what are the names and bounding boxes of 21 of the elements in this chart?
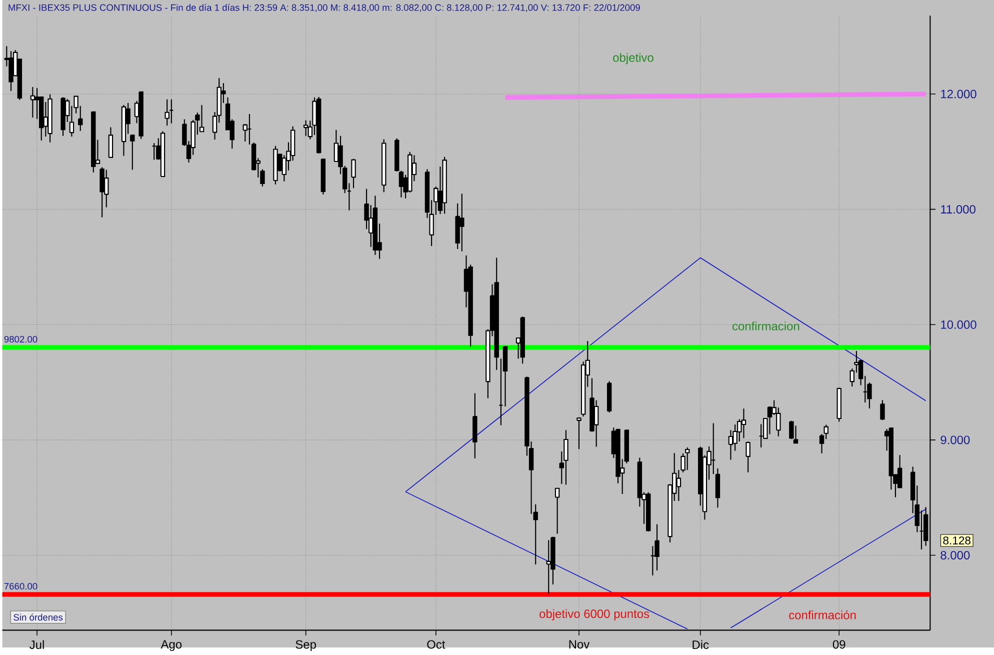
x-tick-label: 09 bbox=[832, 640, 846, 648]
annotation: objetivo 6000 puntos bbox=[540, 609, 650, 620]
x-tick-label: Sep bbox=[296, 640, 316, 651]
annotation: 9802.00 bbox=[4, 336, 38, 342]
x-tick-label: Dic bbox=[692, 640, 709, 649]
annotation: 7660.00 bbox=[4, 582, 38, 590]
annotation: objetivo bbox=[613, 52, 654, 64]
y-tick-label: 12.000 bbox=[941, 90, 976, 98]
x-tick-label: Jul bbox=[30, 640, 44, 649]
x-tick-label: Oct bbox=[427, 640, 446, 648]
annotation: confirmacion bbox=[732, 321, 800, 330]
y-tick-label: 9.000 bbox=[940, 435, 970, 444]
y-tick-label: 11.000 bbox=[941, 204, 976, 214]
x-tick-label: Ago bbox=[160, 640, 182, 651]
y-tick-label: 8.000 bbox=[940, 550, 970, 560]
y-tick-label: 10.000 bbox=[941, 320, 976, 329]
annotation: Sin órdenes bbox=[14, 613, 63, 620]
annotation: confirmación bbox=[789, 610, 856, 620]
text: 8.128 bbox=[943, 536, 971, 544]
x-tick-label: Nov bbox=[569, 640, 590, 648]
chart-title: MFXI - IBEX35 PLUS CONTINUOUS - Fin de día 1 días H: 23:59 A: 8.351,00 M: 8.418,00 m: 8.082,00 C: 8.128,00 P: 12.741,00 V: 13.720 F: 22/01/2009 bbox=[8, 4, 640, 12]
